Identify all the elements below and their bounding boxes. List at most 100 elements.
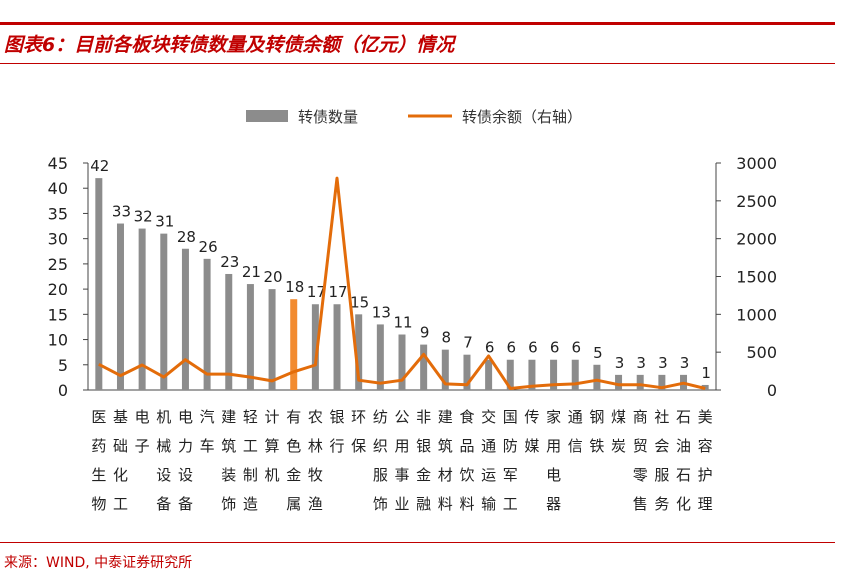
bar-4 (181, 248, 189, 390)
x-category-char: 建 (221, 408, 236, 426)
x-category-char: 工 (503, 495, 518, 513)
x-category-char: 子 (135, 437, 150, 455)
x-category-char: 装 (221, 466, 236, 484)
figure-title: 图表6：目前各板块转债数量及转债余额（亿元）情况 (4, 34, 455, 56)
bar-16 (441, 349, 449, 390)
x-category-char: 化 (113, 466, 128, 484)
bar-8 (268, 289, 276, 390)
bar-value-label: 5 (593, 344, 603, 362)
x-category-char: 机 (265, 466, 280, 484)
x-category-char: 油 (676, 437, 691, 455)
bar-14 (398, 334, 406, 390)
bar-1 (116, 223, 124, 390)
x-category-char: 饰 (221, 495, 236, 513)
x-category-char: 化 (676, 495, 691, 513)
x-category-char: 保 (351, 437, 366, 455)
bar-value-label: 18 (285, 278, 304, 296)
top-rule (0, 22, 835, 25)
x-category-char: 非 (416, 408, 431, 426)
x-category-char: 输 (481, 495, 496, 513)
bar-value-label: 6 (485, 339, 495, 357)
bar-value-label: 1 (701, 364, 711, 382)
bar-value-label: 33 (112, 203, 131, 221)
x-category-char: 炭 (611, 437, 626, 455)
y-right-tick-label: 3000 (736, 154, 777, 173)
x-category-char: 筑 (438, 437, 453, 455)
x-category-char: 建 (438, 408, 453, 426)
x-category-char: 银 (330, 408, 345, 426)
x-category-char: 饰 (373, 495, 388, 513)
bar-value-label: 26 (199, 238, 218, 256)
y-right-tick-label: 2000 (736, 230, 777, 249)
legend-swatch-bars (246, 110, 288, 122)
bar-3 (160, 233, 168, 390)
x-category-char: 饮 (459, 466, 474, 484)
bar-value-label: 9 (420, 324, 430, 342)
bar-21 (550, 359, 558, 390)
bar-value-label: 13 (372, 303, 391, 321)
bar-value-label: 3 (636, 354, 646, 372)
x-category-char: 备 (156, 495, 171, 513)
x-category-char: 会 (654, 437, 669, 455)
y-right-tick-label: 1500 (736, 268, 777, 287)
bar-17 (463, 354, 471, 390)
x-category-char: 售 (633, 495, 648, 513)
x-category-char: 用 (546, 437, 561, 455)
y-left-tick-label: 5 (58, 356, 68, 375)
bar-value-label: 6 (571, 339, 581, 357)
bar-value-label: 3 (658, 354, 668, 372)
title-rule (0, 63, 835, 64)
x-category-char: 汽 (200, 408, 215, 426)
x-category-char: 织 (373, 437, 388, 455)
x-category-char: 务 (654, 495, 669, 513)
x-category-char: 车 (200, 437, 215, 455)
x-category-char: 工 (113, 495, 128, 513)
bar-12 (355, 314, 363, 390)
bar-value-label: 31 (155, 213, 174, 231)
bar-value-label: 6 (507, 339, 517, 357)
x-category-char: 金 (416, 466, 431, 484)
x-category-char: 属 (286, 495, 301, 513)
x-category-char: 械 (156, 437, 171, 455)
y-left-tick-label: 45 (48, 154, 68, 173)
bar-2 (138, 228, 146, 390)
bar-26 (658, 374, 666, 390)
x-category-char: 品 (459, 437, 474, 455)
bar-value-label: 42 (90, 157, 109, 175)
x-category-char: 石 (676, 408, 691, 426)
x-category-char: 护 (698, 466, 713, 484)
bar-10 (311, 304, 319, 390)
x-category-char: 用 (394, 437, 409, 455)
x-category-char: 农 (308, 408, 323, 426)
x-category-char: 食 (459, 408, 474, 426)
y-left-tick-label: 10 (48, 331, 68, 350)
x-category-char: 零 (633, 466, 648, 484)
x-category-char: 家 (546, 408, 561, 426)
y-left-tick-label: 30 (48, 230, 68, 249)
x-category-char: 服 (373, 466, 388, 484)
bar-value-label: 3 (615, 354, 625, 372)
x-category-char: 础 (113, 437, 128, 455)
x-category-char: 铁 (589, 437, 604, 455)
x-category-char: 煤 (611, 408, 626, 426)
x-category-char: 材 (438, 466, 453, 484)
bar-23 (593, 364, 601, 390)
x-category-char: 运 (481, 466, 496, 484)
bar-value-label: 6 (550, 339, 560, 357)
x-category-char: 物 (91, 495, 106, 513)
x-category-char: 色 (286, 437, 301, 455)
x-category-char: 生 (91, 466, 106, 484)
legend-label-line: 转债余额（右轴） (462, 108, 582, 126)
x-category-char: 通 (481, 437, 496, 455)
x-category-char: 事 (394, 466, 409, 484)
x-category-char: 防 (503, 437, 518, 455)
y-left-tick-label: 15 (48, 305, 68, 324)
bar-value-label: 8 (442, 329, 452, 347)
bar-value-label: 28 (177, 228, 196, 246)
x-category-char: 交 (481, 408, 496, 426)
x-category-char: 轻 (243, 408, 258, 426)
bar-7 (246, 284, 254, 390)
chart-container: 转债数量 转债余额（右轴） 0 5 10 15 20 25 30 35 40 45 0 500 1000 15… (0, 70, 855, 540)
x-category-char: 美 (698, 408, 713, 426)
x-category-char: 环 (351, 408, 366, 426)
